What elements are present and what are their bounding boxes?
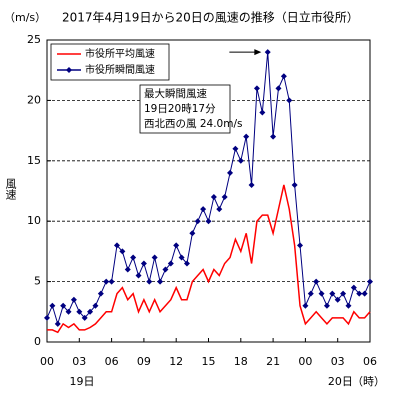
marker bbox=[103, 278, 110, 285]
arrow-head bbox=[254, 49, 262, 56]
x-tick-label: 21 bbox=[266, 355, 280, 368]
marker bbox=[178, 254, 185, 261]
marker bbox=[318, 290, 325, 297]
marker bbox=[297, 242, 304, 249]
x-tick-label: 00 bbox=[40, 355, 54, 368]
y-tick-label: 0 bbox=[34, 335, 41, 348]
marker bbox=[189, 230, 196, 237]
marker bbox=[44, 314, 50, 321]
plot-frame bbox=[46, 39, 371, 343]
marker bbox=[275, 85, 282, 92]
marker bbox=[205, 218, 212, 225]
marker bbox=[130, 254, 137, 261]
marker bbox=[356, 290, 363, 297]
x-tick-label: 03 bbox=[72, 355, 86, 368]
marker bbox=[146, 278, 153, 285]
marker bbox=[81, 314, 88, 321]
marker bbox=[200, 206, 207, 213]
marker bbox=[135, 272, 142, 279]
marker bbox=[183, 260, 190, 267]
marker bbox=[167, 260, 174, 267]
marker bbox=[361, 290, 368, 297]
annotation-text: 西北西の風 24.0m/s bbox=[144, 118, 242, 130]
marker bbox=[216, 206, 223, 213]
marker bbox=[157, 278, 164, 285]
marker bbox=[97, 290, 104, 297]
annotation-text: 最大瞬間風速 bbox=[144, 87, 207, 100]
marker bbox=[367, 278, 373, 285]
x-tick-label: 00 bbox=[298, 355, 312, 368]
y-tick-label: 25 bbox=[27, 33, 41, 46]
x-tick-label: 06 bbox=[105, 355, 119, 368]
marker bbox=[221, 194, 228, 201]
x-day-label: 19日 bbox=[70, 375, 95, 388]
marker bbox=[291, 181, 298, 188]
marker bbox=[162, 266, 169, 273]
x-tick-label: 03 bbox=[331, 355, 345, 368]
marker bbox=[124, 266, 131, 273]
marker bbox=[194, 218, 201, 225]
marker bbox=[280, 73, 287, 80]
y-axis-label: 風速 bbox=[4, 178, 17, 200]
marker bbox=[286, 97, 293, 104]
marker bbox=[113, 242, 120, 249]
marker bbox=[60, 302, 67, 309]
marker bbox=[345, 302, 352, 309]
marker bbox=[313, 278, 320, 285]
legend-box bbox=[50, 43, 170, 81]
marker bbox=[87, 308, 94, 315]
legend-label: 市役所瞬間風速 bbox=[85, 63, 155, 76]
marker bbox=[248, 181, 255, 188]
x-tick-label: 15 bbox=[202, 355, 216, 368]
annotation-box bbox=[139, 84, 231, 134]
marker bbox=[92, 302, 99, 309]
y-tick-label: 15 bbox=[27, 154, 41, 167]
marker bbox=[65, 308, 72, 315]
marker bbox=[259, 109, 266, 116]
marker bbox=[340, 290, 347, 297]
marker bbox=[237, 157, 244, 164]
y-tick-label: 20 bbox=[27, 93, 41, 106]
marker bbox=[323, 302, 330, 309]
marker bbox=[264, 49, 271, 56]
marker bbox=[151, 254, 158, 261]
marker bbox=[76, 308, 83, 315]
marker bbox=[334, 296, 341, 303]
marker bbox=[70, 296, 77, 303]
marker bbox=[329, 290, 336, 297]
annotation-text: 19日20時17分 bbox=[144, 103, 216, 115]
marker bbox=[49, 302, 56, 309]
marker bbox=[302, 302, 309, 309]
legend-marker bbox=[66, 67, 72, 73]
marker bbox=[108, 278, 115, 285]
marker bbox=[270, 133, 277, 140]
marker bbox=[173, 242, 180, 249]
x-tick-label: 18 bbox=[234, 355, 248, 368]
y-unit: （m/s） bbox=[4, 11, 46, 24]
x-unit: （時） bbox=[352, 375, 385, 388]
x-day-label: 20日 bbox=[328, 375, 353, 388]
x-tick-label: 09 bbox=[137, 355, 151, 368]
chart-title: 2017年4月19日から20日の風速の推移（日立市役所） bbox=[62, 10, 359, 25]
marker bbox=[227, 169, 234, 176]
legend-label: 市役所平均風速 bbox=[85, 47, 155, 60]
marker bbox=[119, 248, 126, 255]
marker bbox=[210, 194, 217, 201]
marker bbox=[232, 145, 239, 152]
marker bbox=[307, 290, 314, 297]
marker bbox=[54, 320, 61, 327]
series-line bbox=[47, 184, 371, 334]
y-tick-label: 5 bbox=[34, 275, 41, 288]
marker bbox=[350, 284, 357, 291]
y-tick-label: 10 bbox=[27, 214, 41, 227]
marker bbox=[140, 260, 147, 267]
marker bbox=[253, 85, 260, 92]
marker bbox=[243, 133, 250, 140]
x-tick-label: 12 bbox=[169, 355, 183, 368]
x-tick-label: 06 bbox=[363, 355, 377, 368]
